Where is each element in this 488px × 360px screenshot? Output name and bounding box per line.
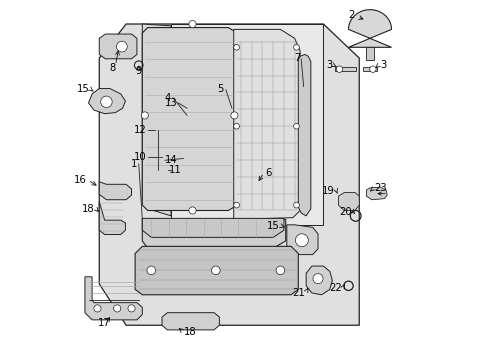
Circle shape: [293, 123, 299, 129]
Polygon shape: [366, 187, 386, 200]
Polygon shape: [334, 67, 355, 71]
Text: 11: 11: [168, 165, 181, 175]
Polygon shape: [142, 219, 284, 237]
Circle shape: [233, 202, 239, 208]
Polygon shape: [142, 220, 285, 248]
Text: 3: 3: [325, 60, 332, 70]
Text: 1: 1: [130, 159, 137, 169]
Circle shape: [369, 66, 375, 72]
Text: 8: 8: [109, 63, 116, 73]
Polygon shape: [88, 89, 125, 114]
Circle shape: [113, 305, 121, 312]
Polygon shape: [99, 34, 137, 59]
Text: 14: 14: [164, 155, 177, 165]
Text: 19: 19: [322, 186, 334, 196]
Polygon shape: [135, 246, 298, 295]
Polygon shape: [162, 313, 219, 330]
Polygon shape: [305, 266, 332, 295]
Polygon shape: [99, 24, 359, 325]
Text: 15: 15: [77, 84, 89, 94]
Text: 9: 9: [135, 66, 142, 76]
Circle shape: [233, 123, 239, 129]
Polygon shape: [233, 30, 300, 220]
Polygon shape: [338, 193, 359, 211]
Text: 4: 4: [164, 93, 171, 103]
Text: 3: 3: [379, 60, 386, 70]
Circle shape: [188, 21, 196, 28]
Text: 2: 2: [348, 10, 354, 20]
Text: 18: 18: [82, 204, 94, 214]
Text: 23: 23: [373, 183, 386, 193]
Circle shape: [147, 266, 155, 275]
Circle shape: [94, 305, 101, 312]
Polygon shape: [298, 54, 310, 216]
Circle shape: [312, 274, 323, 284]
Polygon shape: [348, 10, 391, 47]
Circle shape: [295, 234, 308, 247]
Circle shape: [211, 266, 220, 275]
Text: 18: 18: [183, 327, 196, 337]
Text: 7: 7: [293, 53, 300, 63]
Polygon shape: [142, 24, 171, 216]
Circle shape: [101, 96, 112, 108]
Text: 20: 20: [339, 207, 351, 217]
Text: 10: 10: [134, 152, 147, 162]
Circle shape: [293, 44, 299, 50]
Text: 22: 22: [329, 283, 342, 293]
Circle shape: [230, 112, 238, 119]
Circle shape: [128, 305, 135, 312]
Text: 21: 21: [291, 288, 304, 298]
Circle shape: [233, 44, 239, 50]
Text: 16: 16: [74, 175, 86, 185]
Polygon shape: [286, 225, 317, 255]
Polygon shape: [362, 67, 376, 71]
Circle shape: [276, 266, 284, 275]
Polygon shape: [365, 47, 373, 60]
Text: 6: 6: [264, 168, 271, 178]
Circle shape: [293, 202, 299, 208]
Polygon shape: [99, 182, 131, 200]
Polygon shape: [99, 202, 125, 234]
Text: 15: 15: [266, 221, 279, 231]
Text: 13: 13: [164, 98, 177, 108]
Polygon shape: [85, 277, 142, 320]
Circle shape: [336, 66, 342, 72]
Circle shape: [116, 41, 127, 52]
Circle shape: [141, 112, 148, 119]
Polygon shape: [142, 28, 237, 211]
Polygon shape: [171, 24, 323, 225]
Circle shape: [188, 207, 196, 214]
Text: 12: 12: [134, 125, 147, 135]
Text: 5: 5: [217, 84, 223, 94]
Text: 17: 17: [98, 319, 111, 328]
